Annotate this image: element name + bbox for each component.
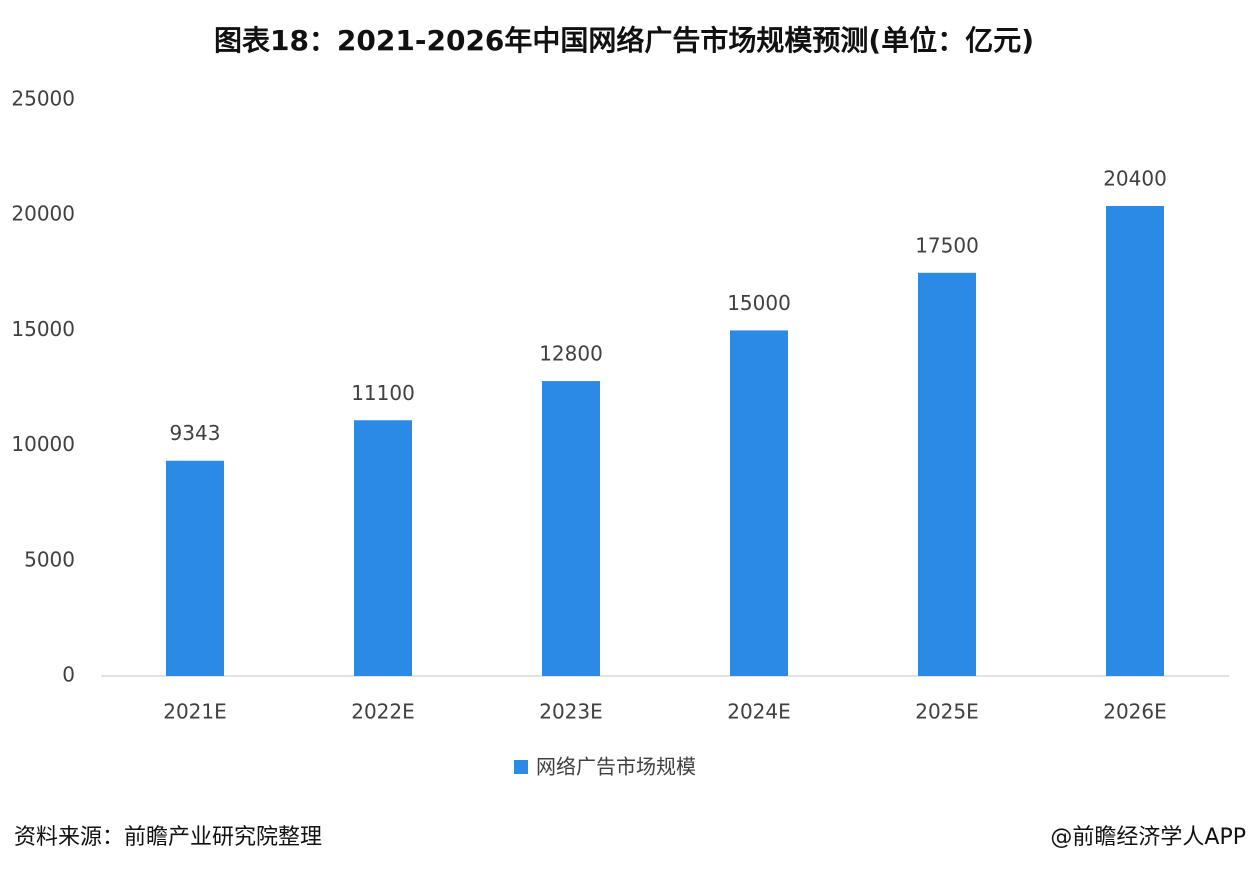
bar (542, 381, 600, 676)
source-note: 资料来源：前瞻产业研究院整理 (14, 825, 322, 850)
x-tick-label: 2024E (727, 700, 791, 724)
y-tick-label: 15000 (11, 317, 75, 341)
credit-note: @前瞻经济学人APP (1050, 825, 1246, 850)
x-tick-label: 2026E (1103, 700, 1167, 724)
x-tick-label: 2022E (351, 700, 415, 724)
x-tick-label: 2023E (539, 700, 603, 724)
y-tick-label: 20000 (11, 202, 75, 226)
data-label: 9343 (170, 421, 221, 445)
y-tick-label: 0 (62, 663, 75, 687)
data-label: 20400 (1103, 166, 1167, 190)
chart-title: 图表18：2021-2026年中国网络广告市场规模预测(单位：亿元) (214, 24, 1034, 57)
x-tick-label: 2021E (163, 700, 227, 724)
data-label: 15000 (727, 291, 791, 315)
y-tick-label: 5000 (24, 547, 75, 571)
data-label: 12800 (539, 342, 603, 366)
bar (918, 272, 976, 676)
bar (354, 420, 412, 676)
data-label: 17500 (915, 233, 979, 257)
y-tick-label: 10000 (11, 432, 75, 456)
bar (730, 330, 788, 676)
legend-label: 网络广告市场规模 (536, 755, 696, 779)
legend-swatch (514, 760, 528, 774)
x-tick-label: 2025E (915, 700, 979, 724)
y-tick-label: 25000 (11, 87, 75, 111)
bar (166, 460, 224, 676)
data-label: 11100 (351, 381, 415, 405)
bar (1106, 205, 1164, 676)
